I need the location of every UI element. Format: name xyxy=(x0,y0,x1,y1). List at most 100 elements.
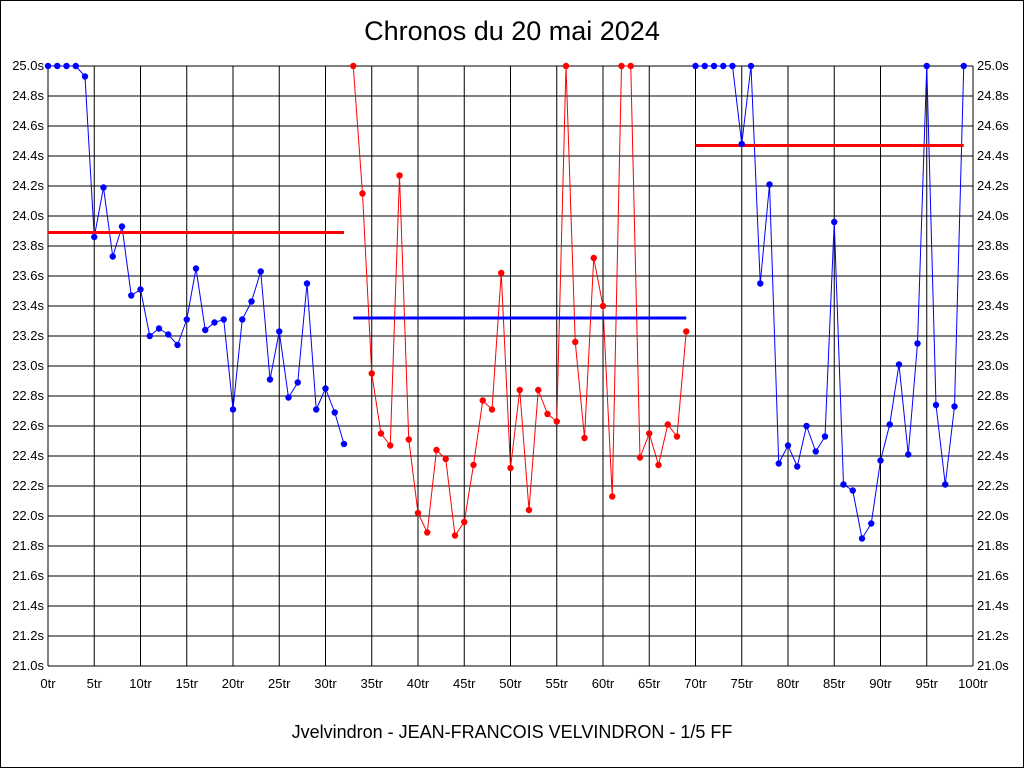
y-tick-label-left: 22.6s xyxy=(12,418,44,433)
data-point xyxy=(266,376,274,383)
data-point xyxy=(590,254,597,262)
data-point xyxy=(821,433,829,440)
series-line-1 xyxy=(48,65,345,445)
data-point xyxy=(340,440,348,448)
y-tick-label-left: 24.0s xyxy=(12,208,44,223)
series-line-2 xyxy=(352,65,687,537)
data-point xyxy=(479,397,486,404)
data-point xyxy=(535,386,542,394)
y-tick-label-right: 21.0s xyxy=(977,658,1009,673)
data-point xyxy=(359,190,366,197)
data-point xyxy=(146,332,153,340)
data-point xyxy=(183,316,190,323)
x-tick-label: 0tr xyxy=(40,676,56,691)
y-tick-label-left: 22.2s xyxy=(12,478,44,493)
data-point xyxy=(155,325,163,332)
data-point xyxy=(461,518,468,526)
x-tick-label: 25tr xyxy=(268,676,291,691)
y-tick-label-right: 21.2s xyxy=(977,628,1009,643)
y-tick-label-right: 21.8s xyxy=(977,538,1009,553)
data-point xyxy=(313,406,320,413)
data-point xyxy=(868,520,875,527)
data-point xyxy=(516,386,523,394)
data-point xyxy=(414,509,422,517)
data-point xyxy=(646,430,653,437)
y-tick-label-right: 24.2s xyxy=(977,178,1009,193)
y-tick-label-right: 23.0s xyxy=(977,358,1009,373)
data-point xyxy=(396,172,403,179)
x-tick-label: 50tr xyxy=(499,676,522,691)
y-tick-label-right: 24.6s xyxy=(977,118,1009,133)
y-tick-label-left: 23.2s xyxy=(12,328,44,343)
data-point xyxy=(498,269,505,277)
data-point xyxy=(257,268,264,275)
y-tick-label-right: 22.6s xyxy=(977,418,1009,433)
y-tick-label-left: 22.4s xyxy=(12,448,44,463)
x-tick-label: 60tr xyxy=(592,676,615,691)
x-tick-label: 90tr xyxy=(869,676,892,691)
data-point xyxy=(442,455,449,463)
data-point xyxy=(165,331,172,338)
y-tick-label-right: 22.2s xyxy=(977,478,1009,493)
data-point xyxy=(692,62,699,70)
y-tick-label-right: 23.6s xyxy=(977,268,1009,283)
data-point xyxy=(109,253,116,260)
data-point xyxy=(54,62,61,70)
data-point xyxy=(581,434,588,442)
data-point xyxy=(572,338,579,346)
data-point xyxy=(905,451,912,458)
data-point xyxy=(544,410,551,418)
y-tick-label-left: 23.0s xyxy=(12,358,44,373)
data-point xyxy=(599,302,607,310)
y-tick-label-right: 22.0s xyxy=(977,508,1009,523)
data-point xyxy=(239,316,246,323)
data-point xyxy=(784,442,792,449)
x-tick-label: 20tr xyxy=(222,676,245,691)
data-point xyxy=(488,406,496,413)
data-point xyxy=(673,433,681,440)
y-tick-label-left: 24.6s xyxy=(12,118,44,133)
y-tick-label-left: 21.6s xyxy=(12,568,44,583)
y-tick-label-right: 24.4s xyxy=(977,148,1009,163)
data-point xyxy=(738,140,745,148)
data-point xyxy=(877,457,884,464)
y-tick-label-left: 21.2s xyxy=(12,628,44,643)
chart-footer: Jvelvindron - JEAN-FRANCOIS VELVINDRON -… xyxy=(291,722,733,742)
y-tick-label-right: 22.4s xyxy=(977,448,1009,463)
data-point xyxy=(220,316,227,323)
data-point xyxy=(229,406,237,413)
y-tick-label-left: 25.0s xyxy=(12,58,44,73)
y-tick-label-left: 24.8s xyxy=(12,88,44,103)
data-point xyxy=(433,446,440,454)
data-point xyxy=(655,461,662,469)
data-point xyxy=(960,62,967,70)
data-point xyxy=(794,463,801,470)
x-tick-label: 55tr xyxy=(546,676,569,691)
data-point xyxy=(840,481,847,488)
x-tick-label: 35tr xyxy=(361,676,384,691)
data-point xyxy=(118,223,126,230)
data-point xyxy=(525,506,533,514)
data-point xyxy=(470,461,477,469)
y-tick-label-left: 21.4s xyxy=(12,598,44,613)
y-tick-label-left: 24.2s xyxy=(12,178,44,193)
x-tick-label: 80tr xyxy=(777,676,800,691)
data-point xyxy=(387,442,394,449)
data-point xyxy=(350,62,357,70)
data-point xyxy=(618,62,625,70)
x-tick-label: 75tr xyxy=(731,676,754,691)
x-tick-label: 5tr xyxy=(87,676,103,691)
y-tick-label-right: 21.4s xyxy=(977,598,1009,613)
data-point xyxy=(757,280,764,287)
data-point xyxy=(303,280,311,287)
data-point xyxy=(63,62,70,70)
data-point xyxy=(609,493,616,500)
data-point xyxy=(803,422,810,430)
x-tick-label: 10tr xyxy=(129,676,152,691)
data-point xyxy=(285,394,292,401)
data-point xyxy=(174,341,181,349)
data-point xyxy=(424,529,431,536)
chart-title: Chronos du 20 mai 2024 xyxy=(364,16,660,46)
data-point xyxy=(914,340,921,347)
y-tick-label-right: 23.4s xyxy=(977,298,1009,313)
